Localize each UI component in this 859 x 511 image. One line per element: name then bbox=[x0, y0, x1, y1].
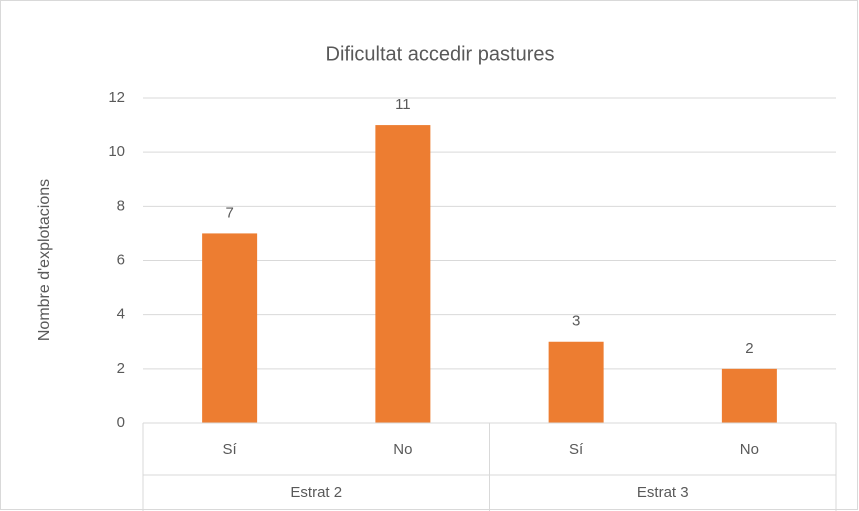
data-label: 7 bbox=[225, 204, 233, 221]
group-label: Estrat 3 bbox=[637, 484, 689, 501]
y-tick-label: 10 bbox=[108, 143, 125, 160]
x-tick-label: No bbox=[393, 441, 412, 458]
bar bbox=[721, 368, 777, 423]
data-label: 3 bbox=[572, 313, 580, 330]
bar bbox=[375, 125, 431, 423]
y-axis-title: Nombre d'explotacions bbox=[36, 179, 53, 341]
bar bbox=[202, 233, 258, 423]
x-tick-label: Sí bbox=[223, 441, 238, 458]
y-tick-label: 8 bbox=[117, 197, 125, 214]
data-label: 2 bbox=[745, 340, 753, 357]
bar bbox=[548, 341, 604, 423]
y-tick-label: 0 bbox=[117, 414, 125, 431]
y-tick-label: 6 bbox=[117, 251, 125, 268]
data-label: 11 bbox=[395, 96, 411, 113]
y-tick-label: 2 bbox=[117, 360, 125, 377]
x-tick-label: Sí bbox=[569, 441, 584, 458]
y-tick-label: 12 bbox=[108, 89, 125, 106]
chart-title: Dificultat accedir pastures bbox=[326, 43, 555, 65]
group-label: Estrat 2 bbox=[290, 484, 342, 501]
y-tick-label: 4 bbox=[117, 306, 125, 323]
x-tick-label: No bbox=[740, 441, 759, 458]
